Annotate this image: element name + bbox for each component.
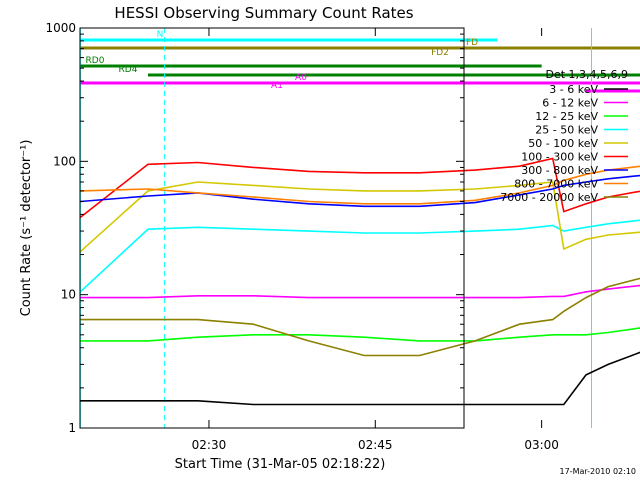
- legend-label: 50 - 100 keV: [528, 137, 598, 150]
- series-line: [80, 351, 640, 406]
- flag-label-n: N: [157, 30, 164, 40]
- legend-label: 3 - 6 keV: [549, 83, 598, 96]
- legend-title: Det 1,3,4,5,6,9: [545, 68, 628, 81]
- y-tick-label: 1: [68, 421, 76, 435]
- flag-label-fd: FD: [466, 38, 478, 48]
- x-axis-label: Start Time (31-Mar-05 02:18:22): [175, 457, 386, 472]
- series-line: [80, 327, 640, 342]
- legend-label: 800 - 7000 keV: [514, 178, 598, 191]
- x-tick-label: 03:00: [524, 438, 559, 452]
- plot-frame: [79, 27, 465, 429]
- series-line: [79, 181, 640, 253]
- timestamp-label: 17-Mar-2010 02:10: [560, 467, 637, 476]
- y-tick-label: 10: [61, 288, 76, 302]
- y-tick-label: 1000: [45, 21, 76, 35]
- observing-flags: N FD FD2 RD0 RD4 A0 A1: [80, 30, 640, 93]
- series-line: [80, 174, 640, 208]
- legend-label: 7000 - 20000 keV: [500, 191, 598, 204]
- series-line: [80, 277, 640, 357]
- legend-label: 300 - 800 keV: [521, 164, 598, 177]
- series-line: [79, 219, 640, 293]
- flag-label-fd2: FD2: [431, 48, 449, 58]
- x-tick-label: 02:30: [192, 438, 227, 452]
- y-axis-ticks: 1 10 100 1000: [45, 21, 464, 435]
- legend-label: 25 - 50 keV: [535, 124, 598, 137]
- legend-label: 100 - 300 keV: [521, 151, 598, 164]
- legend-label: 6 - 12 keV: [542, 97, 598, 110]
- flag-label-rd0: RD0: [86, 56, 105, 66]
- x-tick-label: 02:45: [358, 438, 393, 452]
- flag-label-rd4: RD4: [119, 65, 138, 75]
- y-tick-label: 100: [53, 154, 76, 168]
- legend-label: 12 - 25 keV: [535, 110, 598, 123]
- series-lines: [79, 157, 640, 406]
- y-axis-label: Count Rate (s⁻¹ detector⁻¹): [19, 140, 34, 317]
- chart-title: HESSI Observing Summary Count Rates: [114, 4, 413, 22]
- series-line: [79, 157, 640, 219]
- series-line: [80, 284, 640, 299]
- series-line: [80, 165, 640, 205]
- flag-label-a0: A0: [295, 73, 307, 83]
- flag-label-a1: A1: [271, 81, 283, 91]
